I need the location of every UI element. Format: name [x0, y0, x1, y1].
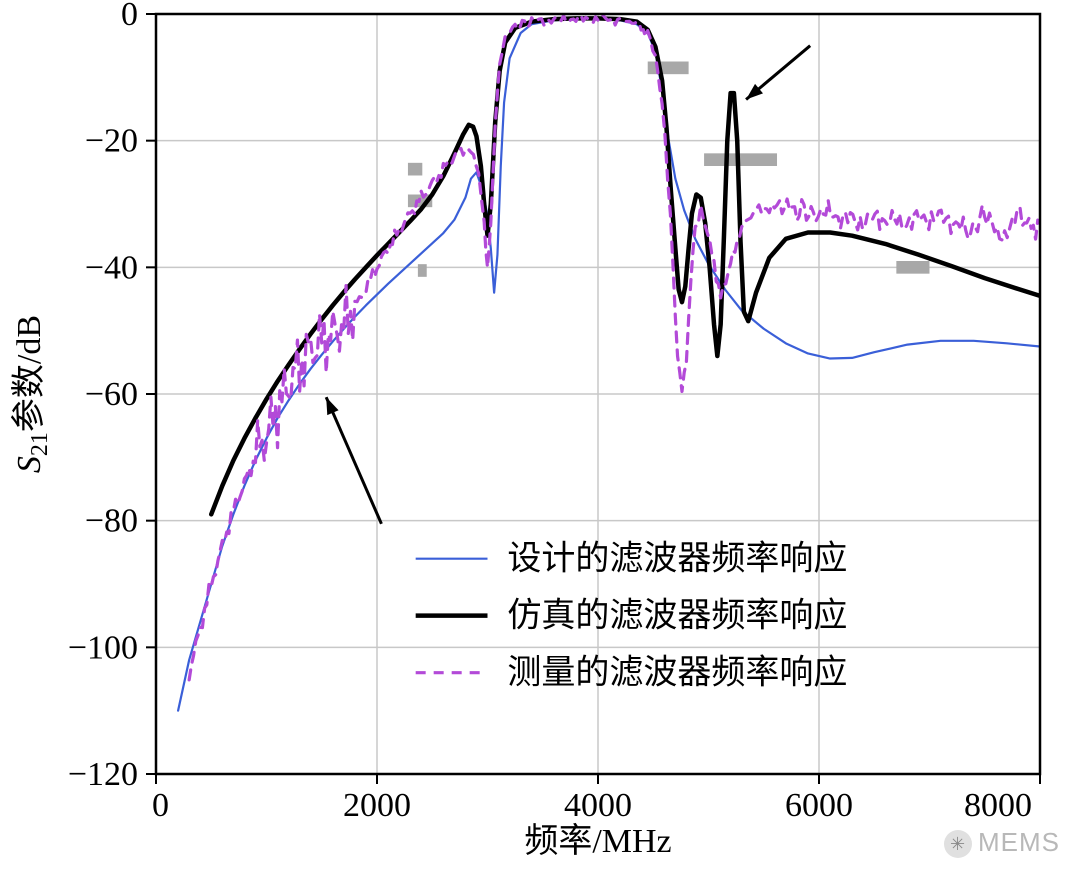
s21-chart: 0 2000 4000 6000 8000 −120 −100 −80 −60 −40 −20 0 频率… [0, 0, 1080, 878]
grey-marker [648, 62, 689, 75]
grey-marker [896, 261, 929, 274]
xtick-label: 2000 [343, 787, 411, 824]
ytick-label: −120 [68, 756, 138, 793]
legend-label-simulated: 仿真的滤波器频率响应 [507, 597, 847, 635]
ytick-label: 0 [121, 0, 138, 33]
grey-marker [418, 264, 427, 277]
ytick-label: −20 [85, 123, 138, 160]
xtick-label: 4000 [564, 787, 632, 824]
legend-label-designed: 设计的滤波器频率响应 [507, 540, 847, 578]
ytick-label: −40 [85, 249, 138, 286]
ytick-label: −60 [85, 376, 138, 413]
wechat-icon: ✳ [944, 830, 972, 858]
xtick-label: 8000 [964, 787, 1032, 824]
ytick-label: −100 [68, 629, 138, 666]
watermark: ✳MEMS [944, 827, 1060, 858]
grey-marker [408, 163, 422, 176]
legend-label-measured: 测量的滤波器频率响应 [507, 654, 847, 692]
xtick-label: 0 [152, 787, 169, 824]
xtick-label: 6000 [785, 787, 853, 824]
x-axis-label: 频率/MHz [524, 822, 671, 860]
chart-container: 0 2000 4000 6000 8000 −120 −100 −80 −60 −40 −20 0 频率… [0, 0, 1080, 878]
watermark-text: MEMS [978, 827, 1060, 857]
ytick-label: −80 [85, 503, 138, 540]
grey-marker [704, 153, 777, 166]
